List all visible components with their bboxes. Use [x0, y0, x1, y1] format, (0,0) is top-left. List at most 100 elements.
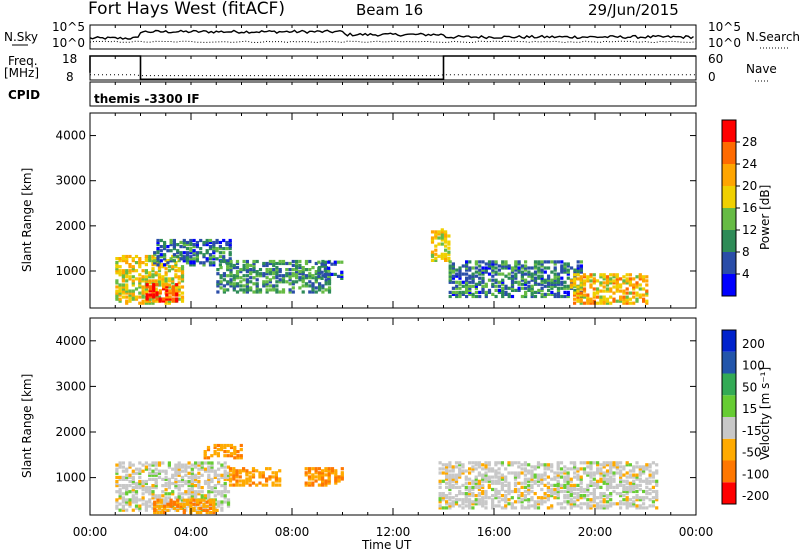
power-echo-cell — [128, 289, 132, 293]
velocity-echo-cell — [200, 461, 204, 465]
power-echo-cell — [465, 276, 469, 280]
power-echo-cell — [333, 262, 337, 266]
power-echo-cell — [560, 276, 564, 280]
velocity-echo-cell — [261, 471, 265, 475]
velocity-echo-cell — [569, 506, 573, 510]
power-echo-cell — [222, 288, 226, 292]
power-echo-cell — [543, 284, 547, 288]
power-echo-cell — [447, 256, 451, 260]
power-echo-cell — [504, 264, 508, 268]
velocity-echo-cell — [615, 471, 619, 475]
power-echo-cell — [517, 262, 521, 266]
velocity-echo-cell — [321, 479, 325, 483]
velocity-echo-cell — [311, 473, 315, 477]
power-echo-cell — [218, 263, 222, 267]
velocity-echo-cell — [651, 479, 655, 483]
velocity-echo-cell — [131, 490, 135, 494]
velocity-echo-cell — [321, 475, 325, 479]
velocity-echo-cell — [213, 469, 217, 473]
power-echo-cell — [144, 281, 148, 285]
power-echo-cell — [180, 275, 185, 279]
power-echo-cell — [265, 288, 269, 292]
velocity-echo-cell — [573, 471, 577, 475]
velocity-echo-cell — [468, 471, 472, 475]
power-echo-cell — [249, 263, 253, 268]
power-echo-cell — [592, 277, 596, 281]
velocity-echo-cell — [151, 506, 155, 510]
power-echo-cell — [563, 286, 567, 290]
velocity-echo-cell — [154, 479, 158, 484]
velocity-echo-cell — [151, 502, 155, 506]
power-echo-cell — [487, 288, 492, 292]
velocity-echo-cell — [151, 496, 155, 500]
power-echo-cell — [118, 287, 122, 291]
power-echo-cell — [311, 290, 315, 294]
power-echo-cell — [592, 299, 596, 303]
velocity-echo-cell — [176, 502, 180, 506]
velocity-echo-cell — [576, 477, 580, 481]
power-echo-cell — [308, 274, 312, 278]
power-echo-cell — [471, 272, 475, 276]
velocity-echo-cell — [500, 485, 504, 489]
power-echo-cell — [177, 285, 181, 289]
velocity-echo-cell — [334, 475, 338, 479]
power-echo-cell — [268, 278, 272, 282]
power-echo-cell — [155, 293, 159, 297]
power-echo-cell — [311, 282, 315, 286]
power-echo-cell — [609, 289, 613, 293]
velocity-echo-cell — [638, 483, 642, 487]
power-echo-cell — [615, 287, 619, 291]
velocity-echo-cell — [582, 494, 587, 498]
velocity-echo-cell — [602, 475, 606, 479]
velocity-echo-cell — [468, 500, 472, 504]
power-echo-cell — [125, 271, 129, 275]
velocity-echo-cell — [445, 463, 449, 467]
power-echo-cell — [602, 273, 606, 277]
velocity-echo-cell — [334, 477, 338, 481]
velocity-echo-cell — [251, 469, 256, 473]
velocity-echo-cell — [189, 504, 193, 508]
velocity-echo-cell — [628, 463, 632, 467]
power-echo-cell — [491, 282, 495, 286]
velocity-echo-cell — [184, 490, 188, 494]
velocity-echo-cell — [236, 456, 240, 460]
velocity-echo-cell — [223, 450, 227, 454]
power-echo-cell — [152, 293, 156, 297]
power-echo-cell — [189, 263, 193, 267]
power-echo-cell — [265, 270, 269, 274]
power-echo-cell — [510, 278, 515, 282]
velocity-echo-cell — [307, 475, 312, 479]
power-echo-cell — [272, 259, 276, 264]
power-echo-cell — [175, 283, 179, 287]
velocity-echo-cell — [148, 463, 152, 467]
power-echo-cell — [288, 261, 292, 266]
power-echo-cell — [125, 275, 129, 279]
power-echo-cell — [582, 295, 587, 299]
power-echo-cell — [520, 276, 524, 280]
velocity-echo-cell — [128, 479, 132, 484]
power-echo-cell — [474, 262, 478, 266]
velocity-echo-cell — [648, 469, 652, 473]
power-echo-cell — [645, 275, 649, 279]
power-echo-cell — [478, 294, 482, 299]
velocity-echo-cell — [223, 481, 227, 486]
power-echo-cell — [255, 284, 259, 288]
velocity-echo-cell — [321, 469, 325, 473]
velocity-echo-cell — [131, 486, 135, 490]
velocity-echo-cell — [141, 484, 145, 488]
velocity-echo-cell — [589, 463, 593, 467]
power-echo-cell — [507, 294, 511, 299]
power-echo-cell — [530, 290, 534, 294]
power-echo-cell — [327, 276, 331, 280]
power-echo-cell — [115, 289, 119, 293]
power-colorbar-tick-label: 28 — [742, 135, 757, 149]
velocity-echo-cell — [203, 467, 208, 471]
velocity-echo-cell — [235, 481, 239, 485]
velocity-echo-cell — [176, 498, 180, 502]
velocity-echo-cell — [523, 489, 527, 494]
velocity-echo-cell — [184, 479, 188, 484]
power-echo-cell — [158, 289, 162, 293]
velocity-echo-cell — [632, 481, 636, 485]
velocity-echo-cell — [513, 473, 518, 477]
power-echo-cell — [172, 238, 176, 243]
